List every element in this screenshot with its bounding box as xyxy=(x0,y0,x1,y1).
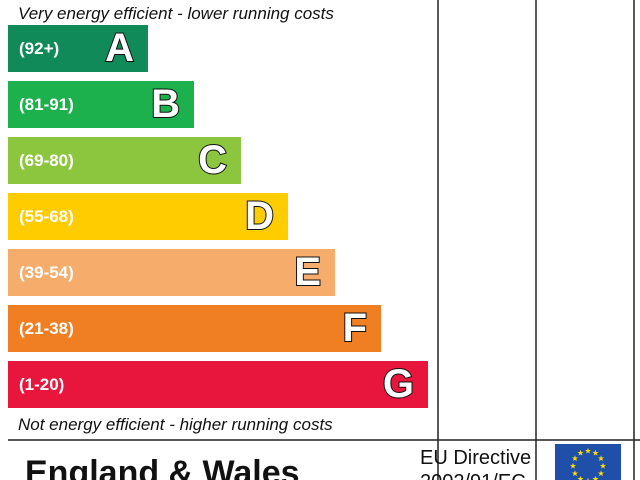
band-letter: E xyxy=(294,250,321,294)
band-range: (55-68) xyxy=(19,207,74,226)
eu-flag xyxy=(555,444,621,480)
flag-star xyxy=(584,447,592,454)
directive: EU Directive xyxy=(420,447,531,469)
flag-star xyxy=(571,470,579,477)
band-bar xyxy=(8,25,148,72)
top-note: Very energy efficient - lower running co… xyxy=(18,4,334,23)
flag-star xyxy=(597,455,605,462)
band-bar xyxy=(8,361,428,408)
band-bar xyxy=(8,193,288,240)
band-letter: F xyxy=(343,306,367,350)
band-bar xyxy=(8,137,241,184)
flag-star xyxy=(599,462,607,469)
band-letter: G xyxy=(383,362,414,406)
flag-star xyxy=(577,449,584,456)
band-bar xyxy=(8,305,381,352)
band-letter: B xyxy=(151,82,180,126)
flag-star xyxy=(571,455,579,462)
band-letter: A xyxy=(105,26,134,70)
flag-star xyxy=(577,475,584,480)
band-range: (92+) xyxy=(19,39,59,58)
flag-star xyxy=(569,462,577,469)
band-letter: D xyxy=(245,194,274,238)
region: England & Wales xyxy=(25,454,300,480)
band-range: (39-54) xyxy=(19,263,74,282)
band-bar xyxy=(8,81,194,128)
bands: (92+) A (81-91) B (69-80) C (55-68) D (39-54) E (2… xyxy=(8,25,428,408)
band-range: (81-91) xyxy=(19,95,74,114)
flag-star xyxy=(592,475,599,480)
band-range: (21-38) xyxy=(19,319,74,338)
flag-star xyxy=(597,470,605,477)
band-letter: C xyxy=(198,138,227,182)
flag-star xyxy=(585,477,591,480)
bottom-note: Not energy efficient - higher running co… xyxy=(18,415,333,434)
directive-code: 2002/91/EC xyxy=(420,471,526,480)
flag-star xyxy=(592,449,599,456)
band-range: (1-20) xyxy=(19,375,64,394)
band-bar xyxy=(8,249,335,296)
band-range: (69-80) xyxy=(19,151,74,170)
